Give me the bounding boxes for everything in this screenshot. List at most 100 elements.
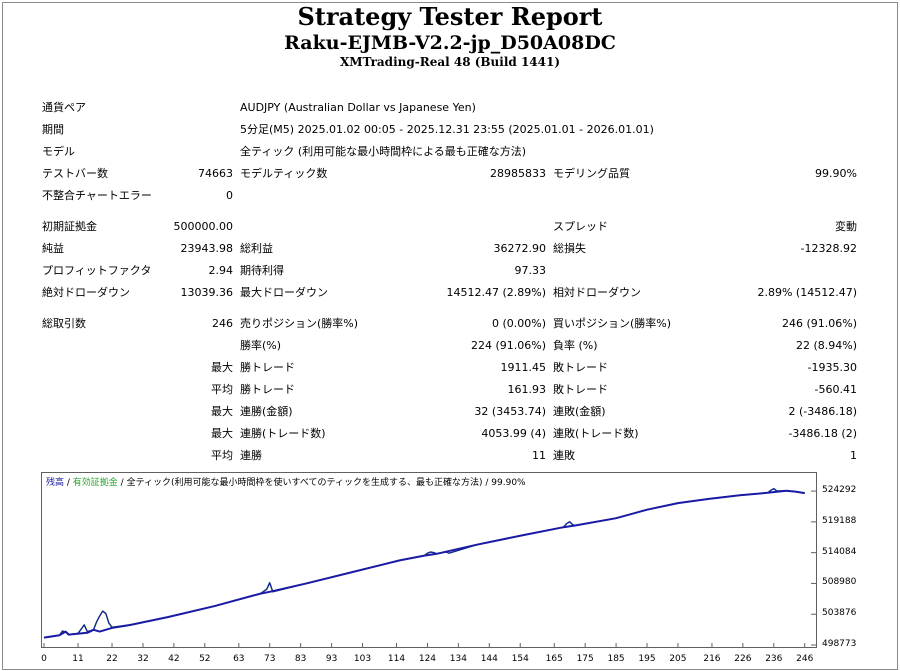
- bars-label: テストバー数: [42, 167, 108, 180]
- long-positions-label: 買いポジション(勝率%): [553, 317, 672, 330]
- total-trades-label: 総取引数: [42, 317, 86, 330]
- loss-rate-label: 負率 (%): [553, 339, 598, 352]
- win-rate-value: 224 (91.06%): [470, 339, 546, 352]
- balance-line: [43, 489, 805, 639]
- max-loss-value: -1935.30: [807, 361, 857, 374]
- symbol-label: 通貨ペア: [42, 101, 86, 114]
- avg-win-label: 勝トレード: [240, 383, 295, 396]
- legend-sep: /: [117, 478, 127, 488]
- y-tick-label: 514084: [822, 546, 857, 557]
- profit-factor-value: 2.94: [208, 264, 234, 277]
- x-tick-label: 83: [294, 654, 307, 664]
- x-tick-label: 205: [669, 654, 687, 664]
- gross-profit-value: 36272.90: [493, 242, 547, 255]
- x-tick-label: 63: [233, 654, 245, 664]
- x-tick-label: 134: [449, 654, 467, 664]
- avg-consec-loss-label: 連敗: [553, 449, 575, 462]
- consec-win-count-value: 4053.99 (4): [481, 427, 546, 440]
- net-profit-value: 23943.98: [180, 242, 234, 255]
- x-tick-label: 144: [480, 654, 498, 664]
- max-drawdown-value: 14512.47 (2.89%): [446, 286, 546, 299]
- y-tick-label: 503876: [822, 608, 857, 619]
- avg-consec-win-value: 11: [532, 449, 546, 462]
- consec-win-count-label: 連勝(トレード数): [240, 427, 326, 440]
- x-tick-label: 185: [607, 654, 625, 664]
- consec-loss-amount-value: 2 (-3486.18): [788, 405, 857, 418]
- max-word: 最大: [211, 427, 233, 440]
- consec-win-amount-value: 32 (3453.74): [474, 405, 546, 418]
- ticks-label: モデルティック数: [240, 167, 328, 180]
- abs-drawdown-value: 13039.36: [180, 286, 234, 299]
- gross-loss-label: 総損失: [553, 242, 586, 255]
- loss-rate-value: 22 (8.94%): [795, 339, 857, 352]
- consec-loss-amount-label: 連敗(金額): [553, 405, 606, 418]
- x-tick-label: 0: [41, 654, 47, 664]
- consec-loss-count-value: -3486.18 (2): [788, 427, 857, 440]
- balance-chart: 残高 / 有効証拠金 / 全ティック(利用可能な最小時間枠を使いすべてのティック…: [41, 472, 817, 648]
- expected-payoff-value: 97.33: [514, 264, 547, 277]
- gross-loss-value: -12328.92: [800, 242, 857, 255]
- max-loss-label: 敗トレード: [553, 361, 608, 374]
- legend-quality: / 99.90%: [482, 478, 526, 488]
- quality-label: モデリング品質: [553, 167, 630, 180]
- ticks-value: 28985833: [490, 167, 546, 180]
- x-tick-label: 93: [325, 654, 338, 664]
- max-word: 最大: [211, 361, 233, 374]
- max-drawdown-label: 最大ドローダウン: [240, 286, 328, 299]
- x-tick-label: 195: [638, 654, 656, 664]
- equity-spike-line: [43, 488, 805, 639]
- legend-sep: /: [64, 478, 73, 488]
- avg-consec-loss-value: 1: [850, 449, 857, 462]
- errors-label: 不整合チャートエラー: [42, 189, 152, 202]
- expected-payoff-label: 期待利得: [240, 264, 284, 277]
- short-positions-label: 売りポジション(勝率%): [240, 317, 359, 330]
- x-tick-label: 246: [796, 654, 814, 664]
- max-win-label: 勝トレード: [240, 361, 295, 374]
- equity-line: [43, 487, 805, 639]
- errors-value: 0: [226, 189, 233, 202]
- balance-chart-svg: [43, 487, 816, 647]
- profit-factor-label: プロフィットファクタ: [42, 264, 152, 277]
- x-tick-label: 52: [199, 654, 211, 664]
- net-profit-label: 純益: [42, 242, 64, 255]
- avg-win-value: 161.93: [507, 383, 547, 396]
- deposit-value: 500000.00: [173, 220, 234, 233]
- x-tick-label: 32: [137, 654, 149, 664]
- avg-loss-label: 敗トレード: [553, 383, 608, 396]
- long-positions-value: 246 (91.06%): [781, 317, 857, 330]
- x-tick-label: 165: [545, 654, 563, 664]
- avg-word: 平均: [211, 383, 233, 396]
- deposit-label: 初期証拠金: [42, 220, 97, 233]
- x-tick-label: 42: [168, 654, 180, 664]
- win-rate-label: 勝率(%): [240, 339, 282, 352]
- x-tick-label: 175: [576, 654, 594, 664]
- x-tick-label: 236: [765, 654, 783, 664]
- gross-profit-label: 総利益: [240, 242, 273, 255]
- chart-legend: 残高 / 有効証拠金 / 全ティック(利用可能な最小時間枠を使いすべてのティック…: [46, 475, 526, 488]
- x-tick-label: 124: [418, 654, 437, 664]
- model-label: モデル: [42, 145, 75, 158]
- avg-consec-win-label: 連勝: [240, 449, 262, 462]
- server-info: XMTrading-Real 48 (Build 1441): [339, 55, 561, 69]
- total-trades-value: 246: [212, 317, 233, 330]
- max-word: 最大: [211, 405, 233, 418]
- legend-model: 全ティック(利用可能な最小時間枠を使いすべてのティックを生成する、最も正確な方法…: [126, 478, 483, 488]
- report-title: Strategy Tester Report: [297, 2, 603, 31]
- x-tick-label: 216: [703, 654, 721, 664]
- rel-drawdown-value: 2.89% (14512.47): [757, 286, 857, 299]
- x-tick-label: 103: [353, 654, 372, 664]
- abs-drawdown-label: 絶対ドローダウン: [42, 286, 130, 299]
- short-positions-value: 0 (0.00%): [491, 317, 546, 330]
- model-value: 全ティック (利用可能な最小時間枠による最も正確な方法): [240, 145, 527, 158]
- x-tick-label: 11: [72, 654, 84, 664]
- avg-loss-value: -560.41: [814, 383, 857, 396]
- quality-value: 99.90%: [815, 167, 857, 180]
- spread-value: 変動: [835, 220, 857, 233]
- period-value: 5分足(M5) 2025.01.02 00:05 - 2025.12.31 23…: [240, 123, 654, 136]
- avg-word: 平均: [211, 449, 233, 462]
- x-tick-label: 154: [511, 654, 529, 664]
- y-tick-label: 498773: [822, 639, 857, 649]
- consec-win-amount-label: 連勝(金額): [240, 405, 293, 418]
- x-tick-label: 226: [734, 654, 752, 664]
